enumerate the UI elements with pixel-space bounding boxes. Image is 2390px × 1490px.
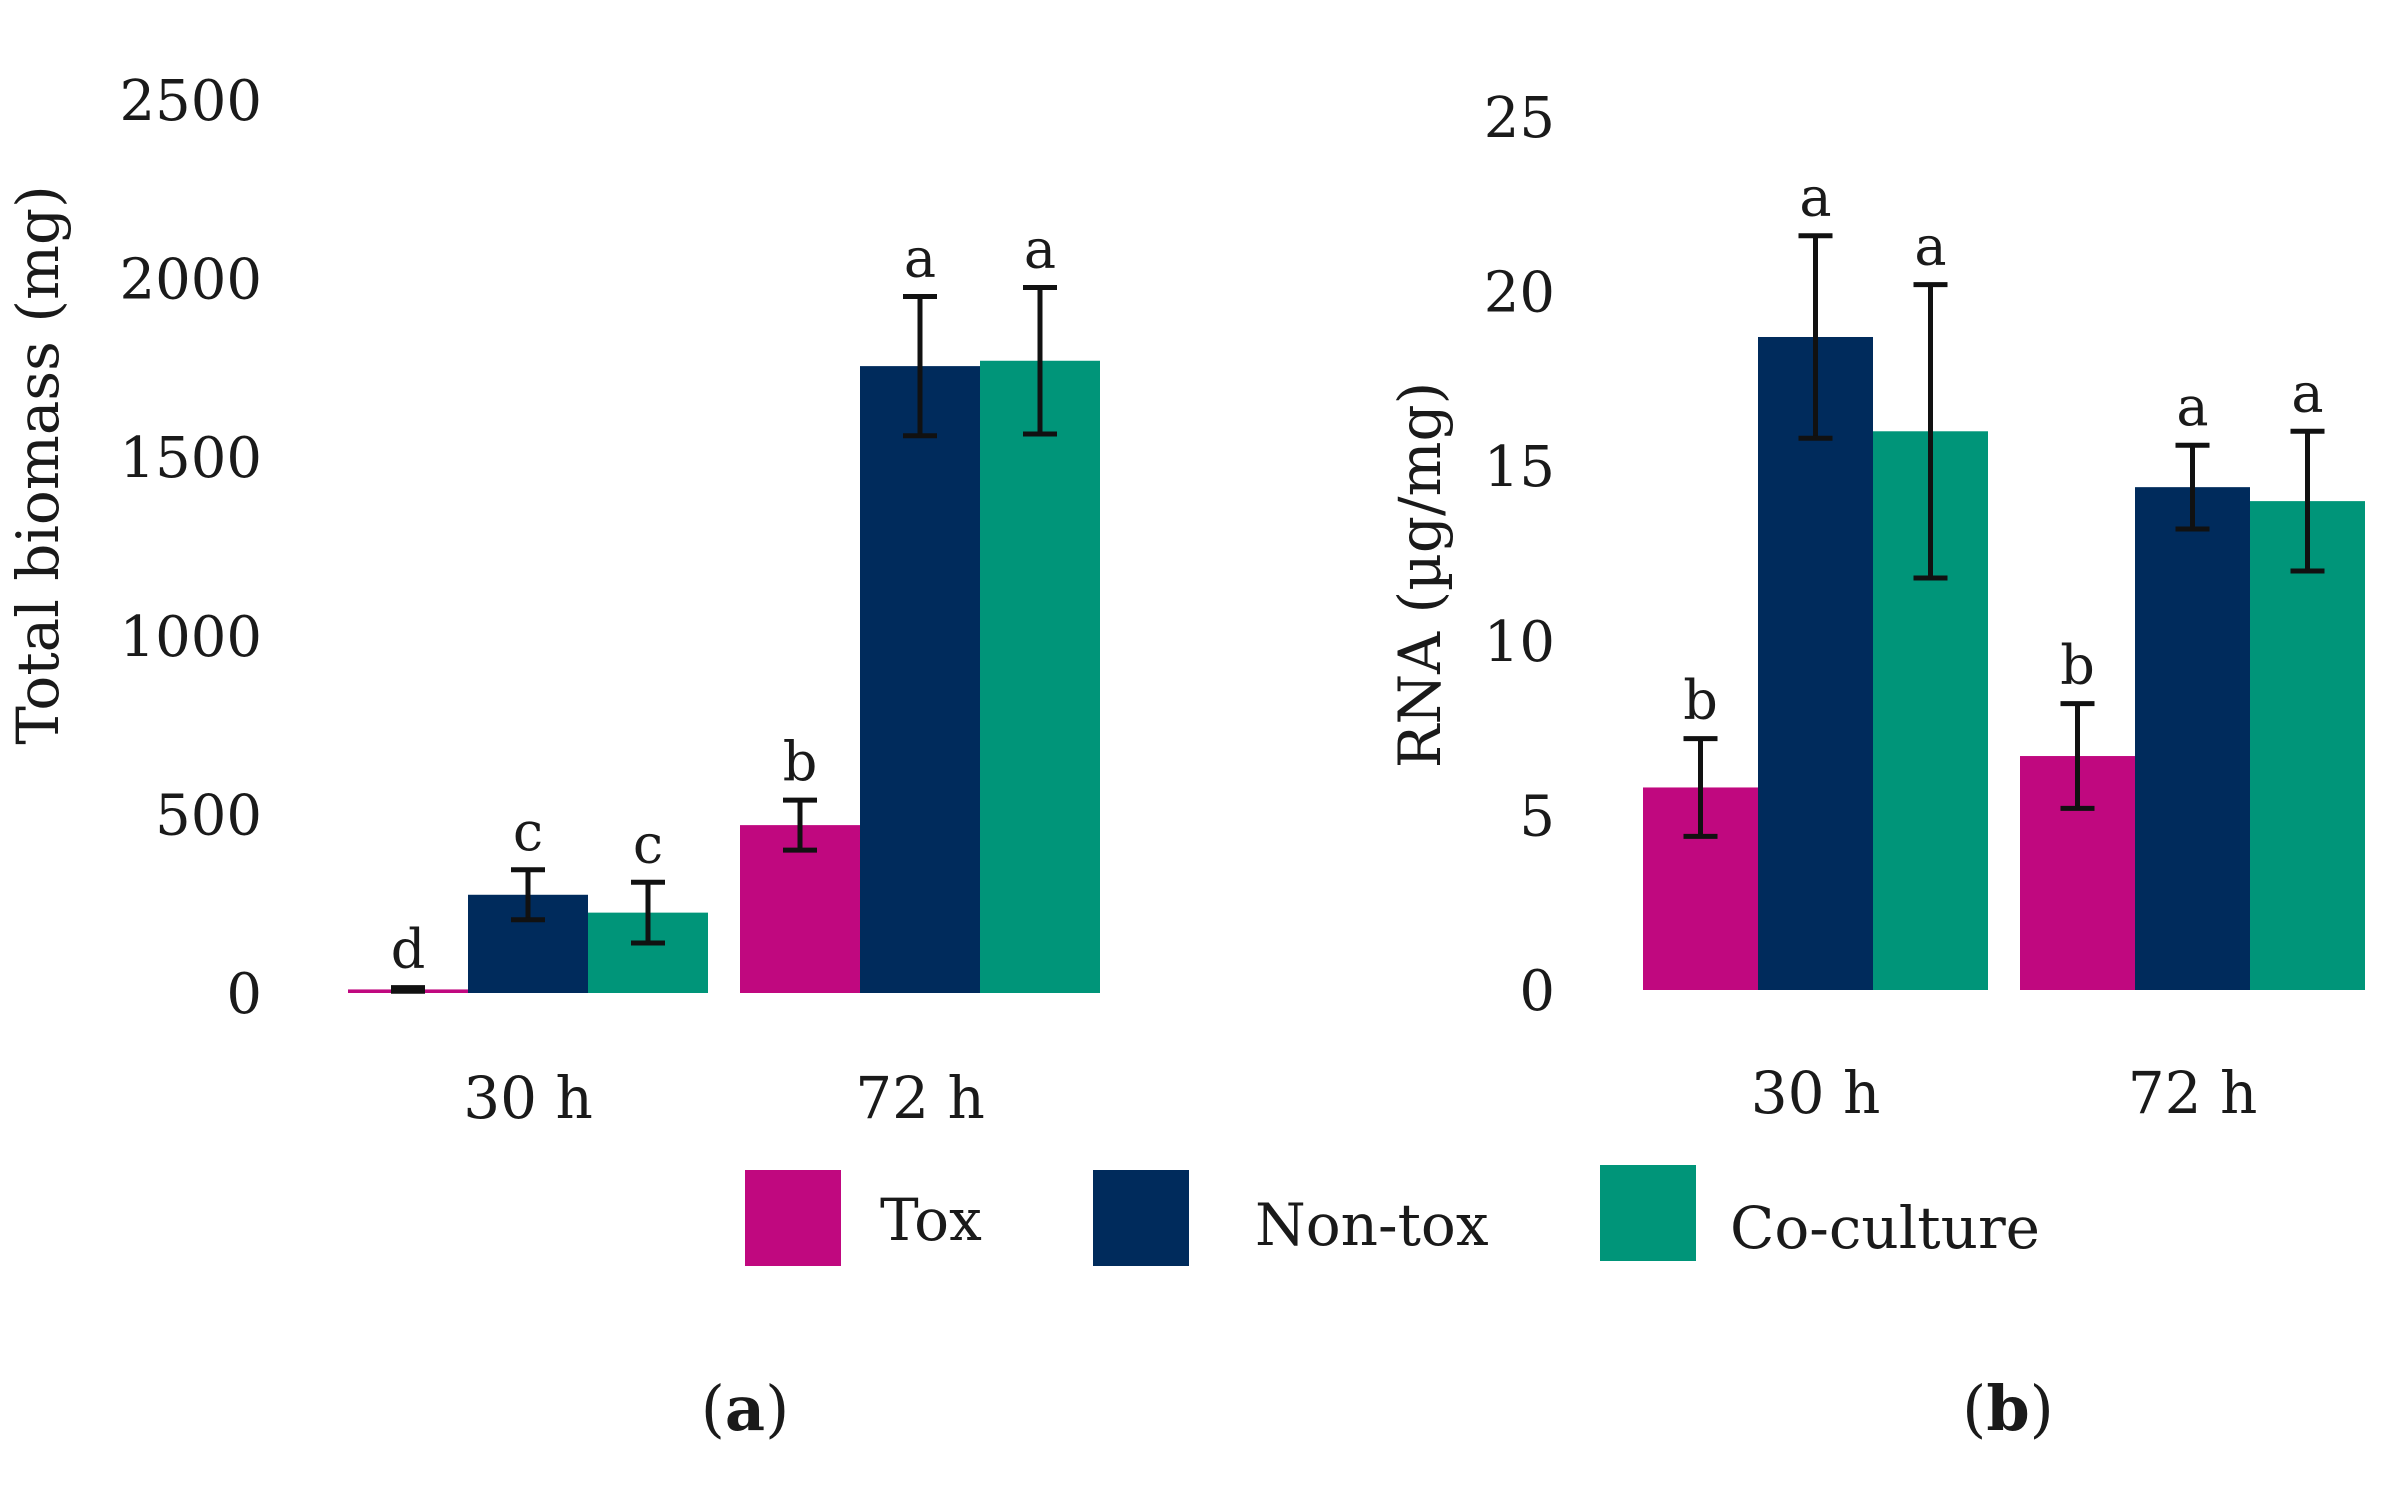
legend-label-co-culture: Co-culture [1730, 1194, 2040, 1262]
significance-letter: a [2176, 375, 2208, 438]
significance-letter: a [1799, 166, 1831, 229]
y-tick-label: 0 [226, 962, 262, 1027]
significance-letter: b [2060, 634, 2095, 697]
significance-letter: a [2291, 361, 2323, 424]
x-category-label: 72 h [2128, 1059, 2258, 1127]
panel-label-b-open: ( [1962, 1372, 1986, 1445]
y-tick-label: 500 [155, 783, 262, 848]
panel-label-a-open: ( [701, 1372, 725, 1445]
y-tick-label: 2000 [119, 248, 262, 313]
significance-letter: a [1914, 215, 1946, 278]
significance-letter: d [391, 918, 426, 981]
y-tick-label: 10 [1484, 610, 1555, 675]
y-tick-label: 5 [1519, 784, 1555, 849]
y-tick-label: 15 [1484, 435, 1555, 500]
legend-swatch-tox [745, 1170, 841, 1266]
significance-letter: c [513, 800, 543, 863]
y-tick-label: 20 [1484, 261, 1555, 326]
bar [2135, 487, 2250, 990]
legend-swatch-co-culture [1600, 1165, 1696, 1261]
bar [1758, 336, 1873, 991]
y-tick-label: 25 [1484, 86, 1555, 151]
panel-label-b-letter: b [1986, 1372, 2029, 1445]
y-axis-title: Total biomass (mg) [4, 185, 72, 745]
bar [740, 825, 860, 993]
panel-label-a-close: ) [765, 1372, 789, 1445]
significance-letter: a [904, 226, 936, 289]
panel-label-b-close: ) [2030, 1372, 2054, 1445]
x-category-label: 72 h [855, 1064, 985, 1132]
y-tick-label: 1000 [119, 605, 262, 670]
chart-panel-a: 0 500 1000 1500 2000 2500 Total biomass (mg) d c… [4, 69, 1100, 1132]
legend: Tox Non-tox Co-culture [745, 1165, 2040, 1266]
bar [2250, 501, 2365, 990]
x-category-label: 30 h [1751, 1059, 1881, 1127]
chart-panel-b: 0 5 10 15 20 25 RNA (µg/mg) b a a 30 h b a a 72 h [1386, 86, 2365, 1127]
y-tick-label: 2500 [119, 69, 262, 134]
panel-label-a: (a) [701, 1372, 790, 1445]
panel-label-b: (b) [1962, 1372, 2054, 1445]
significance-letter: a [1024, 218, 1056, 281]
legend-label-non-tox: Non-tox [1255, 1191, 1489, 1259]
bar [860, 366, 980, 993]
bar [980, 360, 1100, 994]
significance-letter: c [633, 812, 663, 875]
y-tick-label: 0 [1519, 959, 1555, 1024]
y-axis-title: RNA (µg/mg) [1386, 382, 1454, 769]
x-category-label: 30 h [463, 1064, 593, 1132]
panel-label-a-letter: a [725, 1372, 765, 1445]
significance-letter: b [1683, 669, 1718, 732]
legend-label-tox: Tox [880, 1186, 982, 1254]
legend-swatch-non-tox [1093, 1170, 1189, 1266]
significance-letter: b [783, 730, 818, 793]
y-tick-label: 1500 [119, 426, 262, 491]
